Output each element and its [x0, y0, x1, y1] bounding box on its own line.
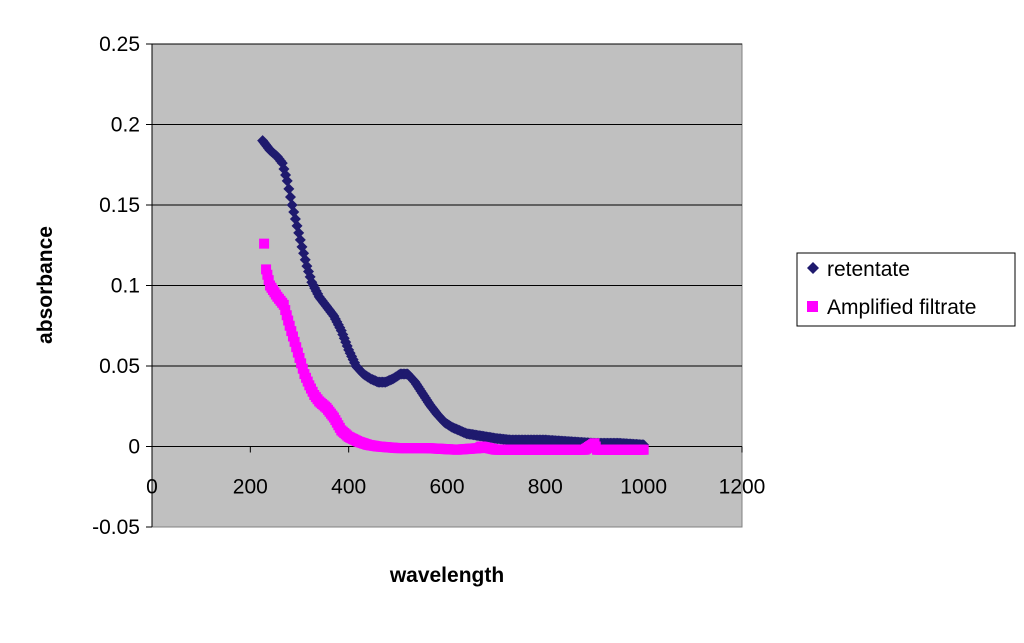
series-amplified-filtrate: [259, 238, 649, 455]
data-point: [297, 363, 308, 374]
y-tick-label: 0.15: [99, 194, 140, 217]
y-axis-label: absorbance: [34, 226, 57, 344]
y-tick-labels: 0.25 0.2 0.15 0.1 0.05 0 -0.05: [92, 33, 140, 539]
y-tick-label: 0: [128, 436, 140, 459]
data-point: [286, 326, 297, 337]
data-point: [280, 305, 291, 316]
data-point: [261, 264, 272, 275]
y-tick-label: 0.25: [99, 33, 140, 56]
x-tick-label: 800: [528, 476, 563, 499]
data-point: [281, 310, 292, 321]
data-point: [287, 331, 298, 342]
data-point: [262, 269, 273, 280]
x-tick-labels: 0 200 400 600 800 1000 1200: [146, 476, 765, 499]
y-tick-label: -0.05: [92, 516, 140, 539]
y-tick-label: 0.1: [111, 275, 140, 298]
legend-markers: [807, 262, 819, 312]
x-tick-label: 1200: [719, 476, 766, 499]
y-tick-label: 0.05: [99, 355, 140, 378]
x-tick-label: 400: [331, 476, 366, 499]
legend-marker-amplified-filtrate: [807, 301, 818, 312]
x-tick-label: 1000: [620, 476, 667, 499]
data-point: [283, 315, 294, 326]
x-tick-label: 0: [146, 476, 158, 499]
legend-box: [796, 252, 1016, 327]
y-tick-label: 0.2: [111, 114, 140, 137]
legend-label-amplified-filtrate: Amplified filtrate: [827, 296, 976, 319]
data-point: [638, 444, 649, 455]
x-tick-label: 600: [429, 476, 464, 499]
data-point: [289, 336, 300, 347]
data-point: [283, 183, 295, 195]
legend: retentate Amplified filtrate: [796, 252, 1016, 327]
data-point: [284, 320, 295, 331]
data-point: [284, 191, 296, 203]
data-point: [292, 347, 303, 358]
legend-marker-retentate: [807, 262, 819, 274]
data-point: [278, 299, 289, 310]
x-tick-label: 200: [233, 476, 268, 499]
x-axis-label: wavelength: [389, 564, 504, 587]
data-point: [263, 275, 274, 286]
data-point: [281, 175, 293, 187]
data-point: [291, 342, 302, 353]
data-point: [296, 358, 307, 369]
legend-label-retentate: retentate: [827, 258, 910, 281]
data-point: [294, 352, 305, 363]
data-point: [259, 238, 270, 249]
